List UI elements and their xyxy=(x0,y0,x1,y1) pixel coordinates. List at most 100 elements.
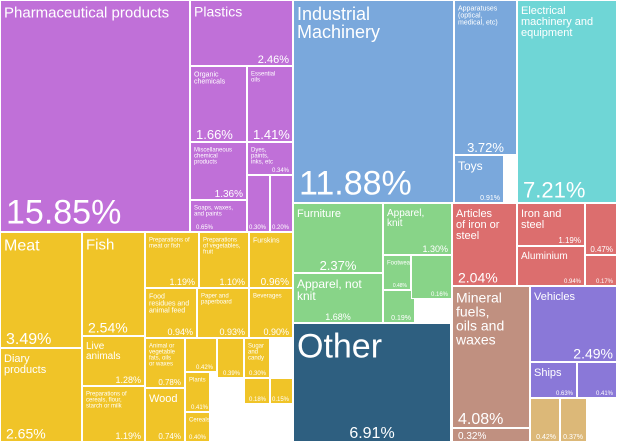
tile-rect xyxy=(247,66,293,142)
tile-label: oils xyxy=(251,77,260,83)
tile-value: 1.66% xyxy=(196,127,233,142)
tile-label: Cereals xyxy=(189,417,210,423)
tile-label: products xyxy=(4,364,47,376)
tile-transport: 0.41% xyxy=(577,362,617,398)
tile-label: Furskins xyxy=(253,237,280,244)
tile-value: 1.28% xyxy=(115,375,141,385)
tile-rect xyxy=(185,338,217,372)
tile-value: 0.93% xyxy=(219,327,245,337)
tile-value: 0.96% xyxy=(261,277,289,288)
tile-soaps-waxes-and-paints: Soaps, waxes,and paints 0.65% xyxy=(190,200,247,232)
tile-rect xyxy=(82,336,145,386)
tile-label: Preparations of xyxy=(86,391,127,397)
tile-rect xyxy=(82,232,145,336)
tile-rect xyxy=(452,203,517,286)
tile-rect xyxy=(249,288,293,338)
tile-food: 0.42% xyxy=(185,338,217,372)
tile-rect xyxy=(560,398,587,442)
tile-ships: Ships 0.63% xyxy=(530,362,577,398)
tile-rect xyxy=(82,386,145,442)
tile-rect xyxy=(217,338,244,378)
tile-misc: 0.37% xyxy=(560,398,587,442)
tile-metals: 0.17% xyxy=(585,255,617,286)
tile-rect xyxy=(145,388,185,442)
tile-label: Preparations xyxy=(203,237,237,243)
tile-label: Fish xyxy=(86,237,114,254)
tile-rect xyxy=(383,290,415,323)
tile-label: Machinery xyxy=(297,22,380,42)
tile-rect xyxy=(517,203,585,246)
tile-value: 0.65% xyxy=(196,225,214,231)
tile-label: paperboard xyxy=(201,299,232,305)
tile-label: medical, etc) xyxy=(458,19,498,26)
tile-rect xyxy=(244,378,270,404)
tile-value: 0.74% xyxy=(158,432,181,441)
tile-food: 0.15% xyxy=(270,378,293,404)
tile-aluminium: Aluminium 0.94% xyxy=(517,246,585,286)
tile-label: cereals, flour, xyxy=(86,397,122,403)
tile-value: 11.88% xyxy=(299,165,412,203)
tile-label: Toys xyxy=(458,159,483,173)
tile-value: 0.41% xyxy=(191,405,209,411)
tile-label: Footwear xyxy=(387,260,412,266)
tile-meat: Meat 3.49% xyxy=(0,232,82,348)
tile-label: Dyes, xyxy=(251,147,267,153)
tile-label: of iron or xyxy=(456,219,500,231)
tile-label: Apparatuses xyxy=(458,5,498,12)
tile-label: and paints xyxy=(194,211,222,217)
tile-vehicles: Vehicles 2.49% xyxy=(530,286,617,362)
tile-label: Iron and xyxy=(521,208,561,220)
tile-rect xyxy=(197,288,249,338)
tile-value: 1.10% xyxy=(219,277,245,287)
tile-value: 1.30% xyxy=(422,244,448,254)
tile-plants: Plants 0.41% xyxy=(185,372,210,412)
tile-label: chemical xyxy=(194,153,218,159)
tile-value: 6.91% xyxy=(349,425,394,442)
tile-value: 1.19% xyxy=(558,236,581,245)
tile-value: 2.04% xyxy=(458,270,498,286)
tile-value: 1.68% xyxy=(325,312,351,322)
tile-rect xyxy=(199,232,249,288)
tile-rect xyxy=(383,255,411,290)
tile-label: Articles xyxy=(456,208,493,220)
tile-value: 0.63% xyxy=(556,391,574,397)
tile-label: meat or fish xyxy=(149,243,180,249)
tile-rect xyxy=(145,232,199,288)
tile-rect xyxy=(145,338,185,388)
tile-textiles: 0.19% xyxy=(383,290,415,323)
tile-value: 0.39% xyxy=(223,371,241,377)
tile-label: Animal or xyxy=(149,343,174,349)
tile-rect xyxy=(270,378,293,404)
tile-label: Sugar xyxy=(248,343,264,349)
tile-chemical-products: 0.30% xyxy=(247,175,270,232)
tile-label: Essential xyxy=(251,71,275,77)
tile-value: 0.18% xyxy=(249,397,267,403)
tile-value: 2.65% xyxy=(6,426,46,442)
tile-label: equipment xyxy=(521,27,572,39)
tile-value: 0.37% xyxy=(563,434,583,441)
tile-rect xyxy=(517,246,585,286)
tile-value: 0.78% xyxy=(158,378,181,387)
tile-minerals: 0.32% xyxy=(452,428,530,442)
tile-label: Aluminium xyxy=(521,251,568,262)
tile-value: 0.91% xyxy=(480,195,500,202)
tile-rect xyxy=(190,200,247,232)
tile-value: 1.41% xyxy=(253,127,290,142)
tile-rect xyxy=(530,362,577,398)
tile-apparel-knit: Apparel,knit 1.30% xyxy=(383,203,452,255)
tile-label: Wood xyxy=(149,393,178,405)
tile-label: fats, oils xyxy=(149,355,171,361)
